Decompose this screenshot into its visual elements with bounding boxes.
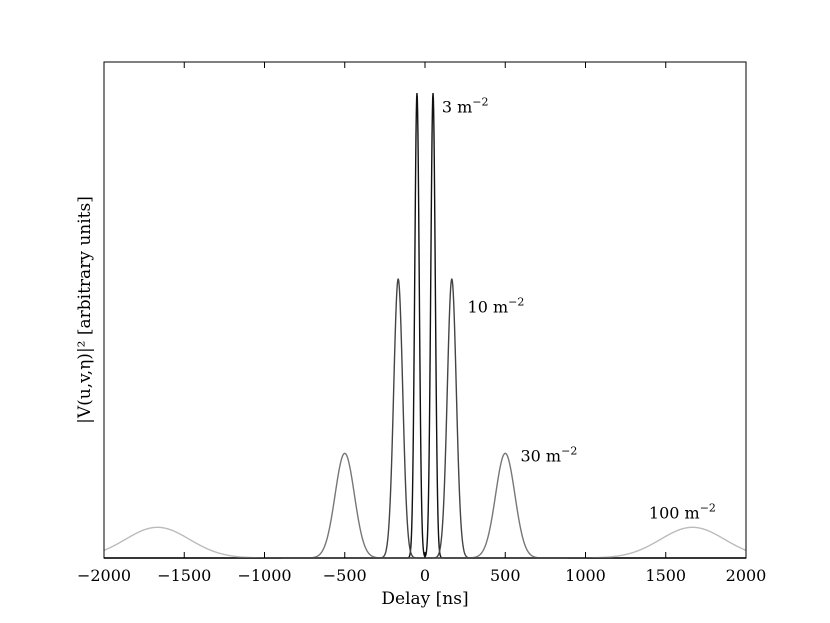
x-tick-label: 1000	[565, 566, 606, 585]
annotation-exponent: −2	[561, 444, 577, 457]
annotation-text: 3 m	[442, 98, 472, 117]
x-tick-label: −1000	[237, 566, 291, 585]
annotation-exponent: −2	[472, 96, 488, 109]
curves-layer	[103, 92, 747, 559]
x-tick-label: 0	[420, 566, 430, 585]
plot-frame	[103, 61, 747, 559]
x-tick-label: 500	[490, 566, 521, 585]
annotation-text: 30 m	[520, 446, 561, 465]
annotation-text: 10 m	[468, 298, 509, 317]
annotation-text: 100 m	[649, 504, 700, 523]
x-tick-label: −1500	[157, 566, 211, 585]
x-axis-label: Delay [ns]	[381, 589, 468, 609]
x-tick-label: 2000	[726, 566, 767, 585]
annotation-exponent: −2	[700, 502, 716, 515]
series-annotation-0: 3 m−2	[442, 96, 489, 117]
x-tick-label: 1500	[645, 566, 686, 585]
series-annotation-1: 10 m−2	[468, 296, 525, 317]
x-axis-ticks: −2000 −1500 −1000 −500 0 500 1000 1500 2000	[77, 62, 766, 585]
y-axis-label: |V(u,v,η)|² [arbitrary units]	[75, 196, 95, 424]
series-annotation-3: 100 m−2	[649, 502, 716, 523]
series-line-0	[104, 92, 746, 559]
x-tick-label: −2000	[77, 566, 131, 585]
series-annotation-2: 30 m−2	[520, 444, 577, 465]
x-tick-label: −500	[323, 566, 367, 585]
annotation-exponent: −2	[508, 296, 524, 309]
